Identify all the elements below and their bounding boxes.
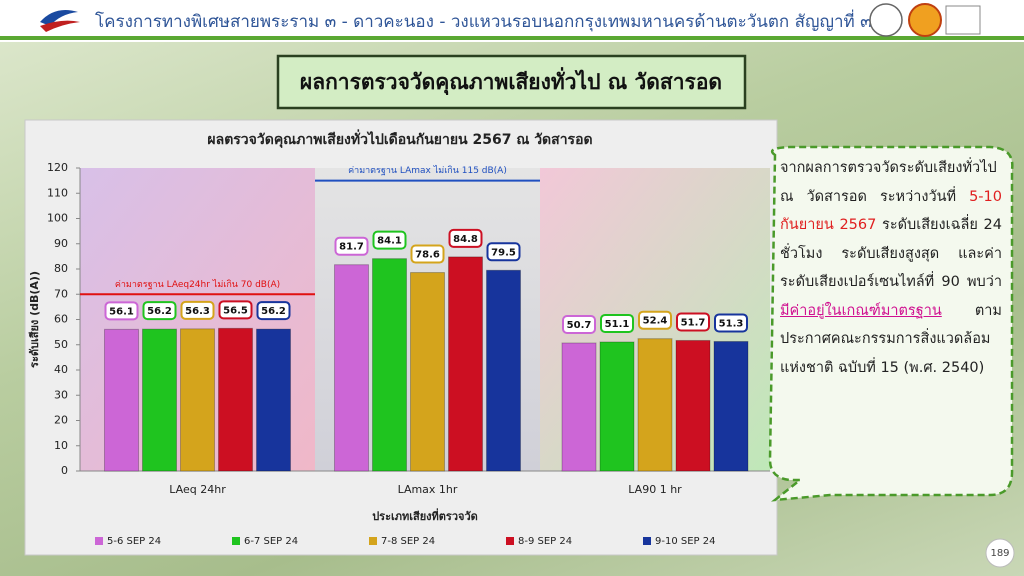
legend-label: 7-8 SEP 24 <box>381 536 435 547</box>
bar <box>218 327 253 472</box>
y-tick-label: 0 <box>61 464 68 477</box>
bar <box>713 340 749 472</box>
value-label: 51.3 <box>719 318 744 329</box>
legend-label: 6-7 SEP 24 <box>244 536 298 547</box>
bar <box>675 339 711 472</box>
value-label-box <box>334 236 369 256</box>
value-label-box <box>562 314 596 334</box>
bar <box>410 272 445 472</box>
value-label-box <box>218 300 253 320</box>
slide-title: ผลการตรวจวัดคุณภาพเสียงทั่วไป ณ วัดสารอด <box>300 66 722 96</box>
logo-left <box>40 9 80 32</box>
callout-part: มีค่าอยู่ในเกณฑ์มาตรฐาน <box>780 302 942 319</box>
legend-swatch <box>643 537 651 545</box>
legend-label: 9-10 SEP 24 <box>655 536 715 547</box>
value-label-box <box>180 300 215 320</box>
y-axis-label: ระดับเสียง (dB(A)) <box>28 271 41 368</box>
value-label: 56.2 <box>147 306 172 317</box>
legend-swatch <box>232 537 240 545</box>
slide-title-box <box>276 54 747 110</box>
bar <box>599 341 635 472</box>
header-bar <box>0 0 1024 42</box>
value-label: 56.3 <box>185 306 210 317</box>
value-label-box <box>410 244 445 264</box>
y-tick-label: 90 <box>54 237 68 250</box>
bar <box>104 328 139 472</box>
y-tick-label: 60 <box>54 313 68 326</box>
bar <box>372 258 407 472</box>
value-label-box <box>104 301 139 321</box>
bar <box>256 328 291 472</box>
logo-1 <box>869 3 903 37</box>
reference-label: ค่ามาตรฐาน LAmax ไม่เกิน 115 dB(A) <box>348 165 507 176</box>
y-tick-label: 10 <box>54 439 68 452</box>
value-label-box <box>142 301 177 321</box>
bar <box>142 328 177 472</box>
value-label: 51.1 <box>605 319 630 330</box>
chart-title: ผลตรวจวัดคุณภาพเสียงทั่วไปเดือนกันยายน 2… <box>207 129 592 148</box>
value-label-box <box>486 242 521 262</box>
value-label: 81.7 <box>339 242 364 253</box>
reference-label: ค่ามาตรฐาน LAeq24hr ไม่เกิน 70 dB(A) <box>115 279 280 290</box>
y-tick-label: 100 <box>47 212 68 225</box>
value-label: 79.5 <box>491 247 516 258</box>
callout-part: จากผลการตรวจวัดระดับเสียงทั่วไป ณ วัดสาร… <box>780 160 997 205</box>
value-label: 51.7 <box>681 317 706 328</box>
bar <box>637 338 673 472</box>
value-label: 84.8 <box>453 234 478 245</box>
value-label: 84.1 <box>377 236 402 247</box>
value-label: 56.1 <box>109 306 134 317</box>
value-label-box <box>638 310 672 330</box>
x-tick-label: LAeq 24hr <box>169 483 226 496</box>
value-label: 56.5 <box>223 305 248 316</box>
x-tick-label: LA90 1 hr <box>628 483 682 496</box>
y-tick-label: 120 <box>47 161 68 174</box>
y-tick-label: 80 <box>54 262 68 275</box>
y-tick-label: 40 <box>54 363 68 376</box>
bar <box>561 342 597 472</box>
value-label-box <box>372 230 407 250</box>
logo-2 <box>908 3 942 37</box>
value-label-box <box>676 312 710 332</box>
value-label: 50.7 <box>567 320 592 331</box>
page-number: 189 <box>990 548 1009 559</box>
callout-part: 5-10 กันยายน 2567 <box>780 188 1002 234</box>
bar <box>448 256 483 472</box>
legend-swatch <box>369 537 377 545</box>
y-tick-label: 20 <box>54 414 68 427</box>
y-tick-label: 110 <box>47 186 68 199</box>
value-label: 52.4 <box>643 316 668 327</box>
y-tick-label: 70 <box>54 287 68 300</box>
y-tick-label: 30 <box>54 388 68 401</box>
callout-text: จากผลการตรวจวัดระดับเสียงทั่วไป ณ วัดสาร… <box>780 154 1002 382</box>
value-label-box <box>600 313 634 333</box>
x-tick-label: LAmax 1hr <box>398 483 458 496</box>
legend-swatch <box>95 537 103 545</box>
bar <box>486 269 521 472</box>
legend-label: 8-9 SEP 24 <box>518 536 572 547</box>
header-rule <box>0 36 1024 40</box>
y-tick-label: 50 <box>54 338 68 351</box>
logo-3 <box>945 5 981 35</box>
value-label: 56.2 <box>261 306 286 317</box>
callout-part: ตามประกาศคณะกรรมการสิ่งแวดล้อมแห่งชาติ ฉ… <box>780 302 1002 376</box>
bar <box>334 264 369 472</box>
value-label-box <box>448 228 483 248</box>
value-label: 78.6 <box>415 250 440 261</box>
header-title: โครงการทางพิเศษสายพระราม ๓ - ดาวคะนอง - … <box>95 9 872 32</box>
bar <box>180 328 215 472</box>
value-label-box <box>256 301 291 321</box>
legend-label: 5-6 SEP 24 <box>107 536 161 547</box>
callout-bubble <box>768 145 1014 502</box>
legend-swatch <box>506 537 514 545</box>
page-number-badge <box>985 538 1015 568</box>
value-label-box <box>714 313 748 333</box>
x-axis-label: ประเภทเสียงที่ตรวจวัด <box>372 508 478 523</box>
callout-part: ระดับเสียงเฉลี่ย 24 ชั่วโมง ระดับเสียงสู… <box>780 217 1002 290</box>
